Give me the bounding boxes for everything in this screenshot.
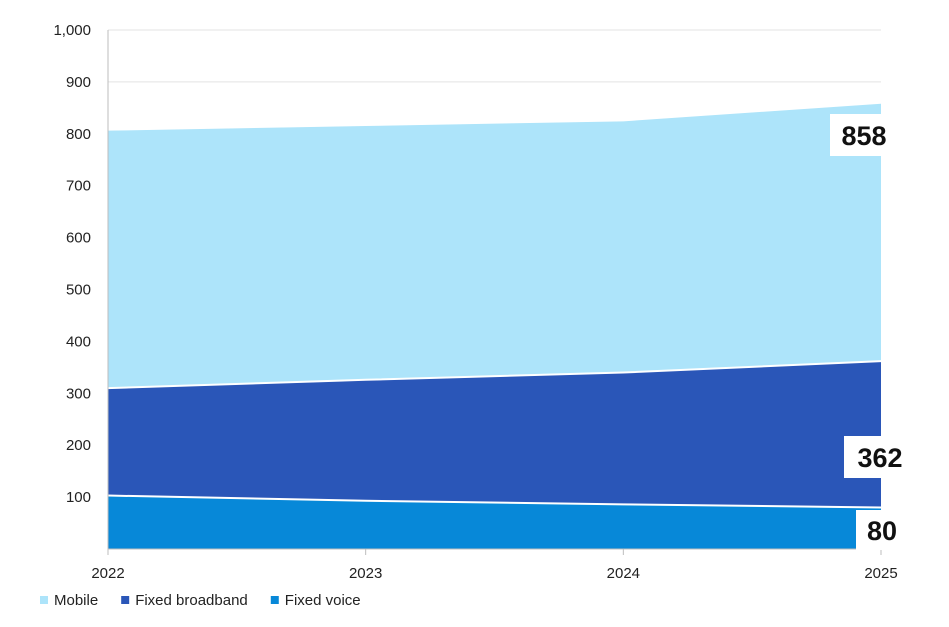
legend-swatch	[121, 596, 130, 604]
legend-label: Fixed broadband	[135, 592, 248, 609]
area-separator	[107, 360, 882, 390]
end-value-labels: 858 362 80	[830, 114, 916, 550]
legend-swatch	[270, 596, 279, 604]
x-tick-label: 2024	[607, 565, 640, 582]
y-tick-label: 100	[66, 489, 91, 506]
y-tick-label: 1,000	[53, 22, 91, 39]
y-tick-label: 200	[66, 437, 91, 454]
axes	[107, 30, 882, 555]
area-fixed-broadband	[108, 361, 881, 508]
legend-label: Fixed voice	[285, 592, 361, 609]
area-mobile	[108, 103, 881, 389]
y-tick-label: 900	[66, 74, 91, 91]
end-label-box	[830, 114, 898, 156]
area-separator	[107, 494, 882, 509]
y-tick-label: 500	[66, 282, 91, 299]
y-tick-label: 600	[66, 230, 91, 247]
legend-label: Mobile	[54, 592, 98, 609]
end-label-box	[856, 510, 908, 550]
y-tick-label: 400	[66, 333, 91, 350]
x-axis-tick-labels: 2022 2023 2024 2025	[91, 565, 897, 582]
end-value-label: 858	[841, 121, 886, 151]
end-value-label: 362	[857, 443, 902, 473]
end-value-label: 80	[867, 516, 897, 546]
end-label-box	[844, 436, 916, 478]
x-tick-label: 2022	[91, 565, 124, 582]
x-tick-label: 2023	[349, 565, 382, 582]
x-tick-label: 2025	[864, 565, 897, 582]
y-tick-label: 300	[66, 385, 91, 402]
legend-swatch	[40, 596, 48, 604]
legend: Mobile Fixed broadband Fixed voice	[40, 592, 361, 609]
area-series	[107, 103, 882, 549]
y-tick-label: 700	[66, 178, 91, 195]
area-fixed-voice	[108, 495, 881, 549]
y-axis-tick-labels: 100 200 300 400 500 600 700 800 900 1,000	[53, 22, 91, 506]
y-tick-label: 800	[66, 126, 91, 143]
